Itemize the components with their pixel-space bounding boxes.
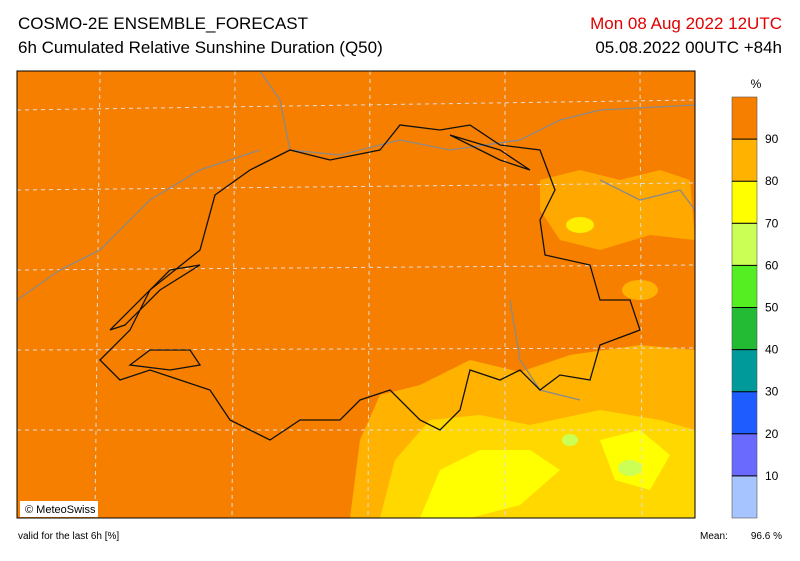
legend-label: 60 xyxy=(765,258,779,272)
legend-swatch xyxy=(731,391,758,435)
legend-unit: % xyxy=(751,77,762,91)
credit-box xyxy=(20,501,98,517)
legend-swatch xyxy=(731,475,758,519)
legend-label: 80 xyxy=(765,174,779,188)
country-borders xyxy=(16,70,696,401)
mean-value: 96.6 % xyxy=(750,531,782,542)
legend-label: 90 xyxy=(765,132,779,146)
mean-label: Mean: xyxy=(700,531,728,542)
legend-swatch xyxy=(731,349,758,393)
graticule xyxy=(16,70,696,519)
map-frame xyxy=(16,70,696,519)
legend-swatch xyxy=(731,223,758,266)
legend-swatch xyxy=(731,307,758,350)
sunshine-patches xyxy=(350,170,695,518)
legend-label: 10 xyxy=(765,469,779,483)
legend-label: 20 xyxy=(765,427,779,441)
legend-label: 30 xyxy=(765,385,779,399)
legend-swatch xyxy=(731,265,758,308)
credit: © MeteoSwiss xyxy=(25,504,96,516)
title: COSMO-2E ENSEMBLE_FORECAST xyxy=(18,14,309,33)
footer-note: valid for the last 6h [%] xyxy=(18,531,120,542)
subtitle: 6h Cumulated Relative Sunshine Duration … xyxy=(18,38,383,57)
valid-time: Mon 08 Aug 2022 12UTC xyxy=(590,14,782,33)
swiss-border xyxy=(99,124,641,441)
legend-swatch xyxy=(731,96,758,140)
legend-swatch xyxy=(731,180,758,224)
run-time: 05.08.2022 00UTC +84h xyxy=(595,38,782,57)
legend-swatch xyxy=(731,433,758,477)
legend-swatch xyxy=(731,138,758,182)
legend-label: 50 xyxy=(765,301,779,315)
legend-label: 70 xyxy=(765,216,779,230)
legend-label: 40 xyxy=(765,343,779,357)
